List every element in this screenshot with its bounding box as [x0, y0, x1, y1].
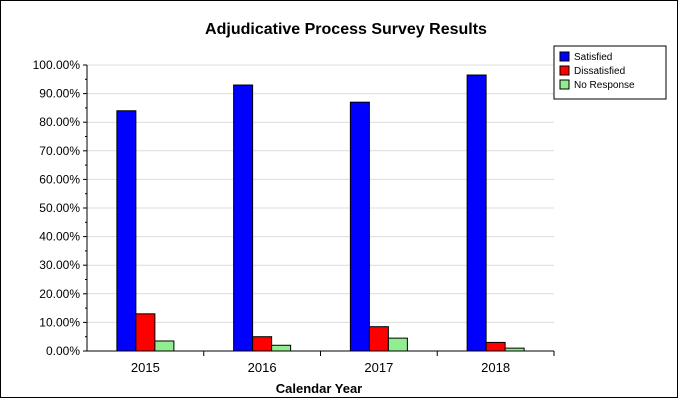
y-tick-label: 10.00% [39, 315, 80, 329]
chart-title: Adjudicative Process Survey Results [205, 21, 487, 38]
legend: Satisfied Dissatisfied No Response [553, 45, 667, 100]
x-tick-label: 2018 [481, 360, 510, 375]
x-tick-label: 2017 [364, 360, 393, 375]
bar [135, 313, 156, 352]
bar [233, 84, 254, 352]
y-tick-label: 100.00% [33, 58, 81, 72]
y-tick-label: 40.00% [39, 230, 80, 244]
bar [368, 326, 389, 352]
bars [116, 74, 525, 352]
bar [349, 101, 370, 352]
legend-label: No Response [574, 80, 635, 91]
legend-swatch [559, 65, 570, 76]
y-tick-label: 0.00% [46, 344, 80, 358]
y-tick-label: 50.00% [39, 201, 80, 215]
bar [466, 74, 487, 352]
y-axis-ticks: 0.00% 10.00% 20.00% 30.00% 40.00% 50.00% 60.00… [33, 58, 87, 358]
legend-label: Satisfied [574, 52, 612, 63]
y-tick-label: 60.00% [39, 172, 80, 186]
legend-box [553, 45, 667, 100]
y-tick-label: 80.00% [39, 115, 80, 129]
bar [252, 336, 273, 352]
bar [485, 341, 506, 352]
grid-lines [87, 64, 554, 323]
legend-swatch [559, 51, 570, 62]
bar [504, 347, 525, 352]
y-tick-label: 30.00% [39, 258, 80, 272]
bar [154, 340, 175, 352]
y-tick-label: 70.00% [39, 144, 80, 158]
x-axis-categories: 2015 2016 2017 2018 [131, 351, 555, 375]
legend-swatch [559, 79, 570, 90]
legend-label: Dissatisfied [574, 66, 625, 77]
bar [387, 337, 408, 352]
bar [271, 344, 292, 352]
x-axis-label: Calendar Year [276, 381, 362, 396]
y-tick-label: 90.00% [39, 87, 80, 101]
x-tick-label: 2015 [131, 360, 160, 375]
x-tick-label: 2016 [248, 360, 277, 375]
y-tick-label: 20.00% [39, 287, 80, 301]
bar [116, 110, 137, 352]
